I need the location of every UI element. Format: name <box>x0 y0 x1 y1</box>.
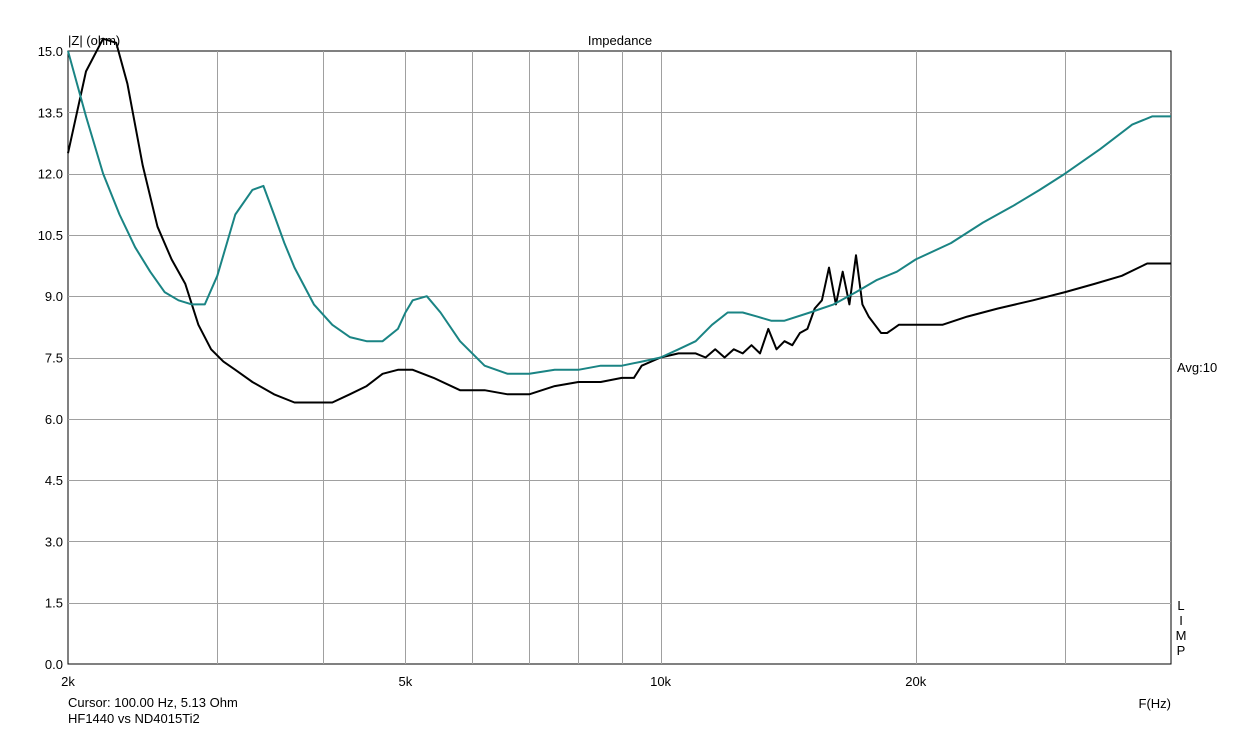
series-line-1 <box>67 37 1171 404</box>
plot-area <box>67 50 1172 665</box>
cursor-readout: Cursor: 100.00 Hz, 5.13 Ohm <box>68 695 238 710</box>
y-tick-label: 1.5 <box>45 596 63 611</box>
y-tick-label: 7.5 <box>45 351 63 366</box>
x-tick-labels: 2k 5k 10k 20k <box>61 674 927 689</box>
y-tick-label: 0.0 <box>45 657 63 672</box>
chart-title: Impedance <box>588 33 652 48</box>
x-tick-label: 20k <box>905 674 926 689</box>
y-tick-label: 4.5 <box>45 473 63 488</box>
x-axis-label: F(Hz) <box>1139 696 1172 711</box>
y-tick-label: 3.0 <box>45 534 63 549</box>
y-tick-label: 13.5 <box>38 105 63 120</box>
y-tick-label: 10.5 <box>38 228 63 243</box>
y-axis-label: |Z| (ohm) <box>68 33 120 48</box>
limp-letter: I <box>1179 613 1183 628</box>
chart-caption: HF1440 vs ND4015Ti2 <box>68 711 200 726</box>
series-line-2 <box>67 50 1171 375</box>
x-tick-label: 10k <box>650 674 671 689</box>
limp-letter: P <box>1177 643 1186 658</box>
y-tick-label: 12.0 <box>38 167 63 182</box>
y-tick-label: 15.0 <box>38 44 63 59</box>
x-tick-label: 2k <box>61 674 75 689</box>
y-tick-label: 6.0 <box>45 412 63 427</box>
limp-letter: L <box>1177 598 1184 613</box>
limp-letter: M <box>1176 628 1187 643</box>
y-tick-label: 9.0 <box>45 289 63 304</box>
grid <box>68 51 1171 664</box>
y-tick-labels: 0.0 1.5 3.0 4.5 6.0 7.5 9.0 10.5 12.0 13.5 15.0 <box>38 44 63 672</box>
series-group <box>67 37 1171 404</box>
x-tick-label: 5k <box>399 674 413 689</box>
avg-annotation: Avg:10 <box>1177 360 1217 375</box>
